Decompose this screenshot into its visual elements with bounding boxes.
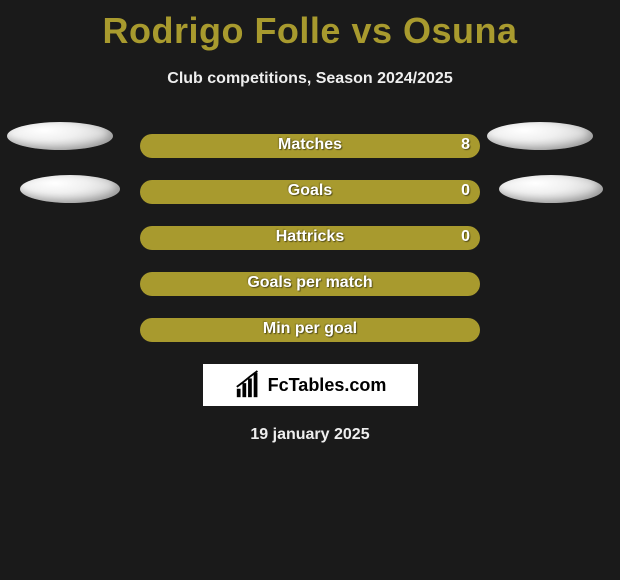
page-title: Rodrigo Folle vs Osuna (0, 0, 620, 52)
portrait-ellipse-right-2 (499, 175, 603, 203)
stat-bar (140, 180, 480, 204)
logo-box: FcTables.com (203, 364, 418, 406)
stat-bar (140, 134, 480, 158)
date-line: 19 january 2025 (0, 426, 620, 444)
stat-row-matches: Matches 8 (140, 134, 480, 158)
stat-value-right: 8 (461, 136, 470, 154)
stat-bar (140, 318, 480, 342)
portrait-ellipse-right-1 (487, 122, 593, 150)
portrait-ellipse-left-2 (20, 175, 120, 203)
stat-bar (140, 226, 480, 250)
stat-row-goals-per-match: Goals per match (140, 272, 480, 296)
subtitle: Club competitions, Season 2024/2025 (0, 70, 620, 88)
stat-bar (140, 272, 480, 296)
portrait-ellipse-left-1 (7, 122, 113, 150)
stat-value-right: 0 (461, 228, 470, 246)
stat-value-right: 0 (461, 182, 470, 200)
stats-area: Matches 8 Goals 0 Hattricks 0 Goals per … (0, 134, 620, 444)
bars-icon (234, 370, 264, 400)
stat-row-min-per-goal: Min per goal (140, 318, 480, 342)
stat-row-goals: Goals 0 (140, 180, 480, 204)
stat-row-hattricks: Hattricks 0 (140, 226, 480, 250)
logo-text: FcTables.com (268, 375, 387, 396)
